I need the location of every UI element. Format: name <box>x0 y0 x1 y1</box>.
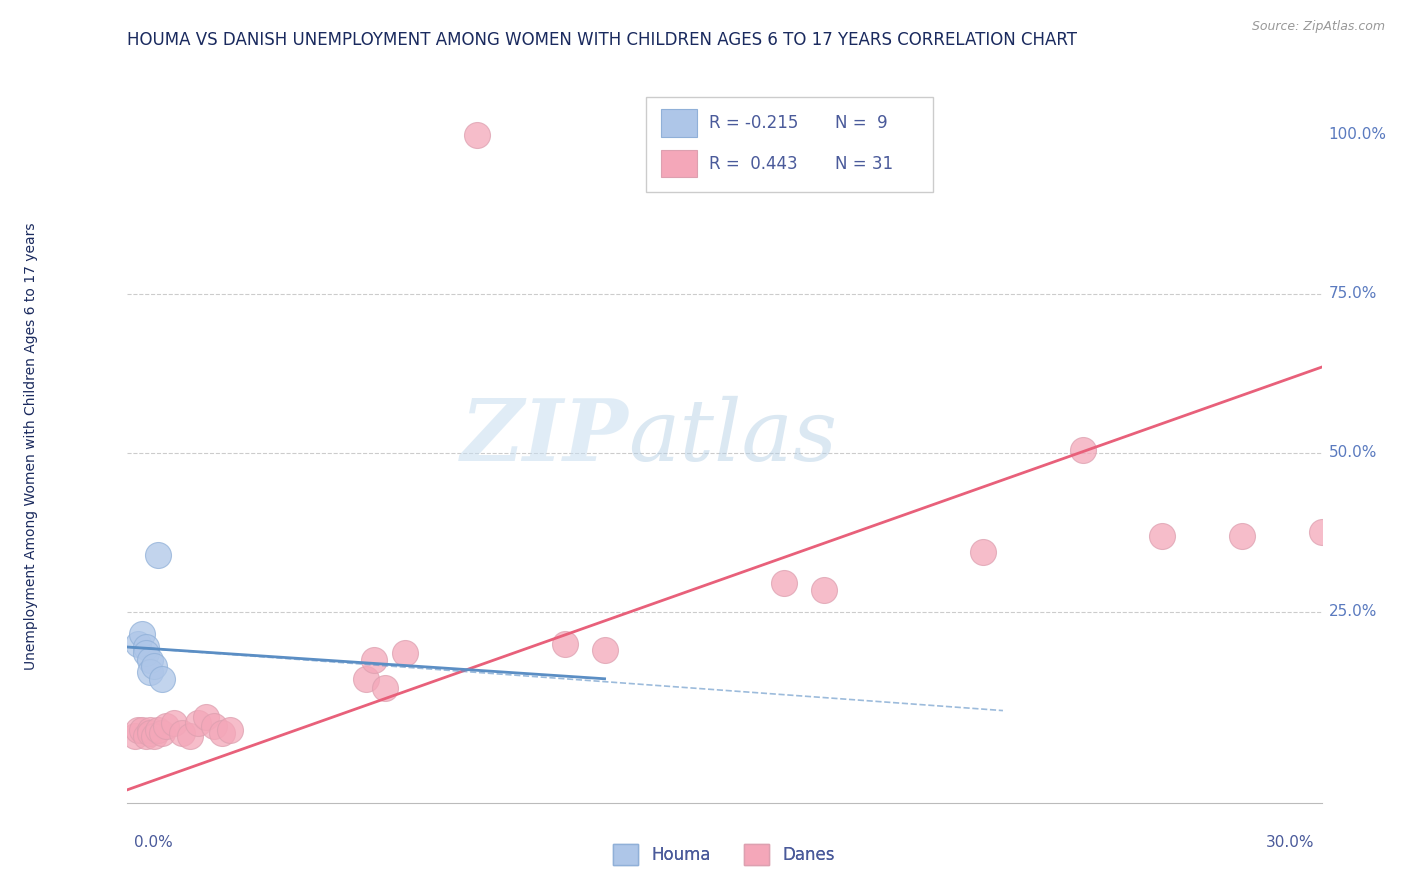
Text: 25.0%: 25.0% <box>1329 605 1376 619</box>
Point <box>972 544 994 558</box>
Point <box>139 726 162 740</box>
Point <box>143 659 166 673</box>
FancyBboxPatch shape <box>661 150 696 178</box>
Text: 50.0%: 50.0% <box>1329 445 1376 460</box>
FancyBboxPatch shape <box>661 110 696 137</box>
Text: 30.0%: 30.0% <box>1267 836 1315 850</box>
Point <box>179 729 201 743</box>
Point <box>127 637 149 651</box>
Point <box>394 646 416 660</box>
Text: 100.0%: 100.0% <box>1329 128 1386 143</box>
Point <box>211 726 233 740</box>
Point <box>172 726 194 740</box>
Point <box>354 672 377 686</box>
Point <box>202 719 225 733</box>
Point <box>374 681 396 696</box>
Text: R =  0.443: R = 0.443 <box>709 154 797 172</box>
Point <box>773 576 796 591</box>
FancyBboxPatch shape <box>647 97 934 192</box>
Point <box>363 653 385 667</box>
Point <box>139 653 162 667</box>
Point <box>148 723 170 737</box>
Point <box>135 729 157 743</box>
Point <box>131 723 153 737</box>
Text: N = 31: N = 31 <box>835 154 893 172</box>
Point <box>219 723 242 737</box>
Text: HOUMA VS DANISH UNEMPLOYMENT AMONG WOMEN WITH CHILDREN AGES 6 TO 17 YEARS CORREL: HOUMA VS DANISH UNEMPLOYMENT AMONG WOMEN… <box>127 31 1077 49</box>
Point <box>554 637 576 651</box>
Point <box>148 548 170 562</box>
Point <box>135 640 157 654</box>
Point <box>465 128 488 142</box>
Point <box>187 716 209 731</box>
Text: 75.0%: 75.0% <box>1329 286 1376 301</box>
Point <box>131 627 153 641</box>
Point <box>143 729 166 743</box>
Text: 0.0%: 0.0% <box>134 836 173 850</box>
Point <box>195 710 218 724</box>
Point <box>124 729 146 743</box>
Point <box>155 719 177 733</box>
Text: atlas: atlas <box>628 396 838 478</box>
Text: Unemployment Among Women with Children Ages 6 to 17 years: Unemployment Among Women with Children A… <box>24 222 38 670</box>
Point <box>150 726 174 740</box>
Point <box>150 672 174 686</box>
Legend: Houma, Danes: Houma, Danes <box>606 838 842 871</box>
Point <box>139 665 162 680</box>
Point <box>163 716 186 731</box>
Point <box>593 643 616 657</box>
Point <box>1310 525 1333 540</box>
Text: R = -0.215: R = -0.215 <box>709 114 799 132</box>
Text: ZIP: ZIP <box>461 395 628 479</box>
Point <box>127 723 149 737</box>
Point <box>813 582 835 597</box>
Point <box>135 646 157 660</box>
Text: N =  9: N = 9 <box>835 114 887 132</box>
Point <box>1230 529 1253 543</box>
Point <box>139 723 162 737</box>
Text: Source: ZipAtlas.com: Source: ZipAtlas.com <box>1251 20 1385 33</box>
Point <box>1152 529 1174 543</box>
Point <box>1071 442 1094 457</box>
